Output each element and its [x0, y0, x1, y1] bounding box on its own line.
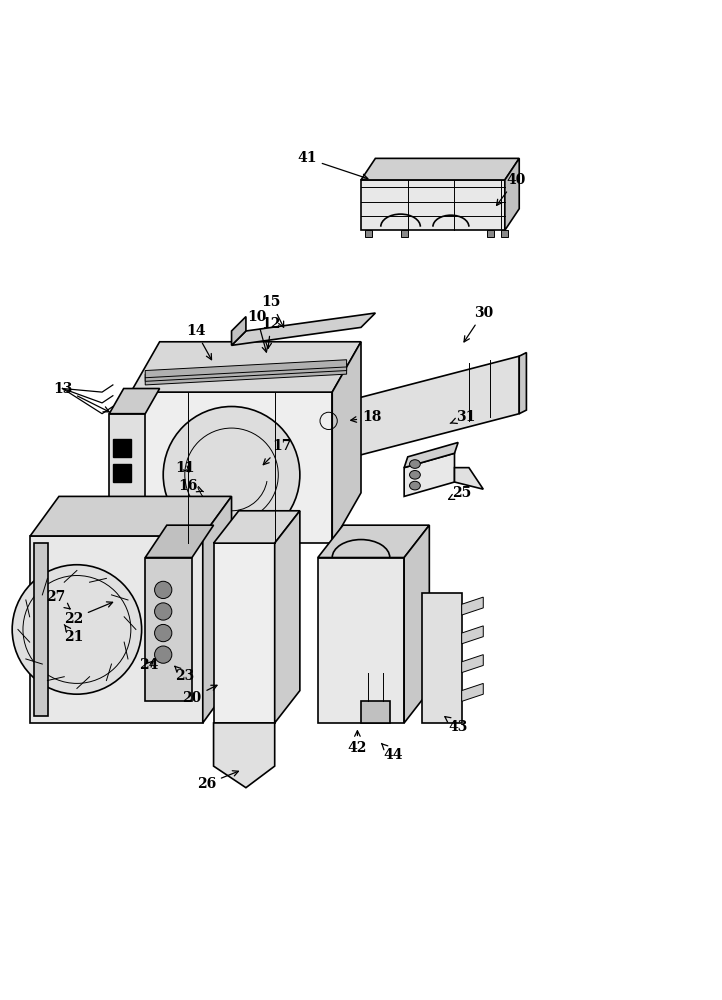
Text: 14: 14 — [186, 324, 212, 360]
Ellipse shape — [409, 471, 420, 479]
Text: 22: 22 — [64, 602, 113, 626]
Polygon shape — [332, 342, 361, 543]
Polygon shape — [461, 683, 483, 701]
Bar — [113, 464, 131, 482]
Polygon shape — [361, 158, 519, 180]
Polygon shape — [404, 525, 430, 723]
Polygon shape — [505, 158, 519, 230]
Polygon shape — [454, 468, 483, 489]
Polygon shape — [361, 701, 390, 723]
Circle shape — [155, 624, 172, 642]
Text: 43: 43 — [445, 717, 468, 734]
Text: 10: 10 — [247, 310, 268, 352]
Text: 13: 13 — [53, 382, 109, 412]
Text: 30: 30 — [464, 306, 493, 342]
Text: 17: 17 — [264, 439, 292, 465]
Polygon shape — [145, 360, 347, 378]
Circle shape — [155, 646, 172, 663]
Polygon shape — [214, 723, 274, 788]
Text: 31: 31 — [451, 410, 475, 424]
Polygon shape — [109, 389, 160, 414]
Polygon shape — [501, 230, 508, 237]
Circle shape — [12, 565, 142, 694]
Polygon shape — [131, 392, 332, 543]
Polygon shape — [203, 496, 232, 723]
Circle shape — [155, 603, 172, 620]
Text: 20: 20 — [183, 685, 217, 705]
Text: 25: 25 — [448, 486, 471, 500]
Polygon shape — [461, 597, 483, 615]
Polygon shape — [131, 342, 361, 392]
Text: 23: 23 — [175, 666, 194, 683]
Polygon shape — [519, 353, 526, 414]
Polygon shape — [214, 543, 274, 723]
Text: 26: 26 — [196, 771, 238, 791]
Polygon shape — [404, 453, 454, 496]
Text: 24: 24 — [139, 658, 159, 672]
Text: 42: 42 — [348, 731, 367, 755]
Polygon shape — [145, 363, 347, 381]
Polygon shape — [274, 511, 300, 723]
Polygon shape — [461, 626, 483, 644]
Polygon shape — [30, 536, 203, 723]
Polygon shape — [365, 230, 372, 237]
Polygon shape — [232, 317, 246, 345]
Ellipse shape — [409, 460, 420, 468]
Polygon shape — [422, 593, 461, 723]
Circle shape — [155, 581, 172, 599]
Polygon shape — [318, 558, 404, 723]
Polygon shape — [361, 180, 505, 230]
Polygon shape — [487, 230, 494, 237]
Polygon shape — [461, 655, 483, 673]
Text: 27: 27 — [45, 590, 70, 609]
Polygon shape — [30, 496, 232, 536]
Text: 21: 21 — [64, 625, 83, 644]
Polygon shape — [232, 514, 257, 601]
Ellipse shape — [320, 403, 360, 460]
Circle shape — [163, 407, 300, 543]
Text: 12: 12 — [261, 317, 281, 348]
Text: 44: 44 — [381, 743, 403, 762]
Text: 18: 18 — [351, 410, 381, 424]
Polygon shape — [232, 313, 375, 345]
Polygon shape — [401, 230, 408, 237]
Text: 16: 16 — [179, 479, 204, 493]
Polygon shape — [109, 414, 145, 500]
Polygon shape — [145, 525, 214, 558]
Text: 11: 11 — [175, 461, 194, 475]
Polygon shape — [185, 543, 232, 601]
Polygon shape — [404, 442, 458, 468]
Text: 15: 15 — [261, 295, 284, 327]
Polygon shape — [145, 558, 192, 701]
Text: 40: 40 — [497, 173, 526, 205]
Text: 41: 41 — [297, 151, 367, 180]
Ellipse shape — [409, 481, 420, 490]
Polygon shape — [34, 543, 48, 716]
Polygon shape — [318, 525, 430, 558]
Polygon shape — [339, 356, 519, 460]
Bar — [113, 439, 131, 457]
Polygon shape — [214, 511, 300, 543]
Polygon shape — [145, 367, 347, 385]
